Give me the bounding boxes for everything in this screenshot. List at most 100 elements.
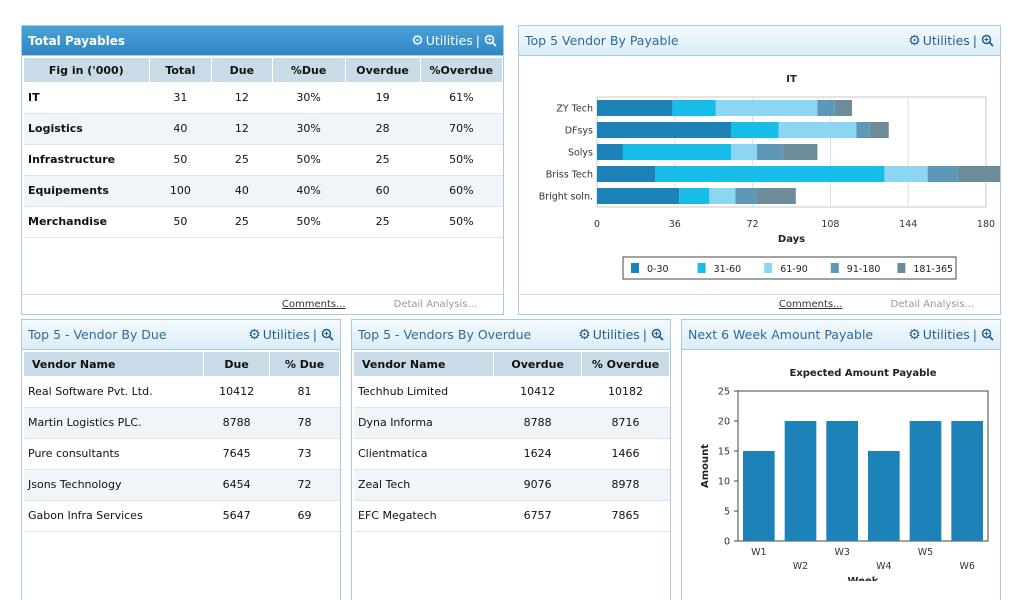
table-row: Gabon Infra Services 5647 69 xyxy=(24,500,340,532)
panel-header: Top 5 Vendor By Payable ⚙ Utilities | xyxy=(519,26,1000,56)
vendor-due-table: Vendor Name Due % Due Real Software Pvt.… xyxy=(24,352,340,532)
table-cell: 7865 xyxy=(581,500,670,532)
utilities-button[interactable]: Utilities xyxy=(922,327,970,342)
bar-segment xyxy=(817,100,835,116)
table-cell: 8788 xyxy=(203,407,270,439)
separator: | xyxy=(475,33,480,48)
utilities-button[interactable]: Utilities xyxy=(262,327,310,342)
table-cell: 50 xyxy=(149,206,212,238)
comments-link[interactable]: Comments... xyxy=(281,299,346,310)
table-row: Real Software Pvt. Ltd. 10412 81 xyxy=(24,376,340,408)
y-tick-label: DFsys xyxy=(565,126,593,137)
vendor-payable-chart: IT 0 36 72 108 144 180 Days ZY Tech DFsys Solys Bri… xyxy=(539,74,1000,280)
table-row: Martin Logistics PLC. 8788 78 xyxy=(24,407,340,439)
column-header: Total xyxy=(149,58,213,82)
comments-link[interactable]: Comments... xyxy=(778,299,843,310)
table-cell: Pure consultants xyxy=(24,438,204,470)
table-header-row: Vendor Name Due % Due xyxy=(24,352,340,376)
gears-icon[interactable]: ⚙ xyxy=(578,326,591,343)
table-row: Jsons Technology 6454 72 xyxy=(24,469,340,501)
column-header: Overdue xyxy=(345,58,421,82)
bar xyxy=(784,421,817,541)
panel-footer: Comments... Detail Analysis... xyxy=(22,294,503,314)
magnifier-zoom-icon[interactable] xyxy=(650,328,664,342)
detail-analysis-link[interactable]: Detail Analysis... xyxy=(890,299,974,310)
bar-segment xyxy=(884,166,928,182)
bar xyxy=(743,451,775,541)
total-payables-panel: Total Payables ⚙ Utilities | Fig in ('00… xyxy=(21,25,504,315)
bar xyxy=(909,421,942,541)
magnifier-zoom-icon[interactable] xyxy=(483,34,497,48)
utilities-button[interactable]: Utilities xyxy=(425,33,473,48)
table-row: Pure consultants 7645 73 xyxy=(24,438,340,470)
table-row: Clientmatica 1624 1466 xyxy=(354,438,670,470)
plot-area xyxy=(737,390,989,542)
gears-icon[interactable]: ⚙ xyxy=(248,326,261,343)
table-cell: 1466 xyxy=(581,438,670,470)
table-cell: 50% xyxy=(420,206,503,238)
legend-label: 31-60 xyxy=(714,264,742,275)
bar-segment xyxy=(869,122,889,138)
table-cell: 12 xyxy=(211,82,273,114)
gears-icon[interactable]: ⚙ xyxy=(908,326,921,343)
table-cell: 5647 xyxy=(203,500,270,532)
magnifier-zoom-icon[interactable] xyxy=(320,328,334,342)
table-row: Techhub Limited 10412 10182 xyxy=(354,376,670,408)
table-header-row: Fig in ('000) Total Due %Due Overdue %Ov… xyxy=(24,58,503,82)
magnifier-zoom-icon[interactable] xyxy=(980,328,994,342)
table-cell: 60% xyxy=(420,175,503,207)
table-cell: Clientmatica xyxy=(354,438,494,470)
column-header: %Overdue xyxy=(420,58,503,82)
table-cell: 50% xyxy=(272,144,346,176)
table-row: Logistics 40 12 30% 28 70% xyxy=(24,113,503,145)
magnifier-zoom-icon[interactable] xyxy=(980,34,994,48)
x-tick-label: W2 xyxy=(793,561,808,572)
separator: | xyxy=(972,33,977,48)
top5-vendor-due-panel: Top 5 - Vendor By Due ⚙ Utilities | Vend… xyxy=(21,319,341,600)
chart-title: IT xyxy=(786,74,797,85)
legend-box xyxy=(622,256,957,280)
table-row: IT 31 12 30% 19 61% xyxy=(24,82,503,114)
table-cell: 40 xyxy=(211,175,273,207)
table-cell: Merchandise xyxy=(24,206,150,238)
table-cell: Real Software Pvt. Ltd. xyxy=(24,376,204,408)
y-tick-label: Briss Tech xyxy=(546,170,593,181)
table-row: Infrastructure 50 25 50% 25 50% xyxy=(24,144,503,176)
panel-tools: ⚙ Utilities | xyxy=(248,327,334,343)
y-tick-label: 15 xyxy=(718,447,730,458)
bar-segment xyxy=(778,122,857,138)
x-tick-label: 108 xyxy=(821,219,839,230)
table-cell: 30% xyxy=(272,82,346,114)
bar-segment xyxy=(730,122,779,138)
y-tick-label: ZY Tech xyxy=(556,104,593,115)
table-cell: 40% xyxy=(272,175,346,207)
bar-segment xyxy=(730,144,757,160)
gears-icon[interactable]: ⚙ xyxy=(908,32,921,49)
x-tick-label: W6 xyxy=(959,561,974,572)
utilities-button[interactable]: Utilities xyxy=(592,327,640,342)
detail-analysis-link[interactable]: Detail Analysis... xyxy=(393,299,477,310)
y-tick-label: Bright soln. xyxy=(539,192,593,203)
gears-icon[interactable]: ⚙ xyxy=(411,32,424,49)
separator: | xyxy=(312,327,317,342)
table-cell: Infrastructure xyxy=(24,144,150,176)
bar xyxy=(868,451,900,541)
panel-header: Total Payables ⚙ Utilities | xyxy=(22,26,503,56)
x-tick-label: 72 xyxy=(747,219,759,230)
table-cell: Jsons Technology xyxy=(24,469,204,501)
legend-label: 91-180 xyxy=(847,264,881,275)
vendor-overdue-table: Vendor Name Overdue % Overdue Techhub Li… xyxy=(354,352,670,532)
table-row: Dyna Informa 8788 8716 xyxy=(354,407,670,439)
x-tick-label: 0 xyxy=(594,219,600,230)
table-cell: 28 xyxy=(345,113,421,145)
table-cell: 10412 xyxy=(203,376,270,408)
x-tick-label: W5 xyxy=(918,547,933,558)
y-tick-label: 25 xyxy=(718,387,730,398)
x-axis-label: Days xyxy=(778,234,805,245)
utilities-button[interactable]: Utilities xyxy=(922,33,970,48)
y-tick-label: Solys xyxy=(568,148,593,159)
next6-week-panel: Next 6 Week Amount Payable ⚙ Utilities |… xyxy=(681,319,1001,600)
panel-header: Top 5 - Vendors By Overdue ⚙ Utilities | xyxy=(352,320,670,350)
column-header: % Overdue xyxy=(581,352,670,376)
bar-segment xyxy=(715,100,818,116)
